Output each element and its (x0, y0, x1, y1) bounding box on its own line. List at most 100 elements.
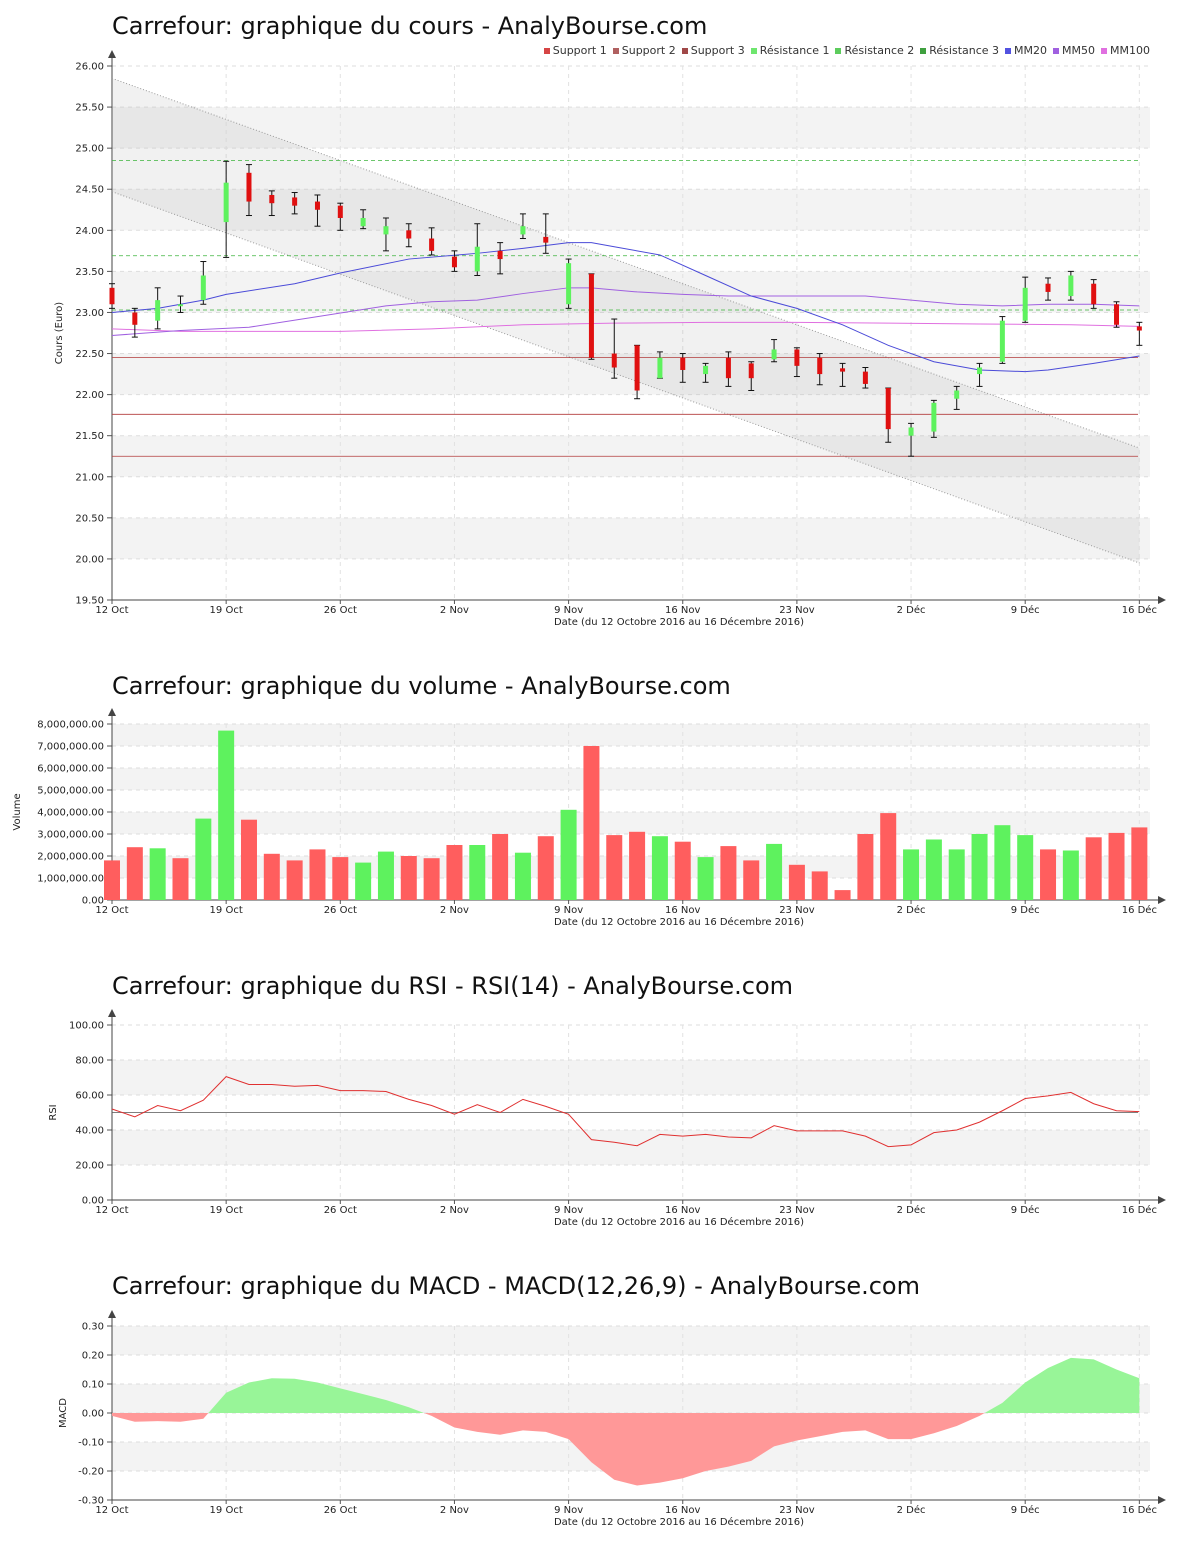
y-tick-label: 21.00 (75, 472, 104, 483)
y-tick-label: -0.30 (78, 1496, 104, 1507)
x-tick-label: 9 Déc (1011, 904, 1040, 916)
legend-swatch (543, 47, 550, 54)
legend-swatch (1005, 47, 1012, 54)
y-axis-title: MACD (58, 1398, 69, 1428)
channel-lower-line (111, 191, 1140, 564)
candle-body (725, 357, 731, 379)
volume-bar (1131, 827, 1148, 900)
candle-body (680, 357, 686, 370)
x-tick-label: 16 Déc (1122, 1204, 1157, 1216)
volume-bar (1108, 832, 1125, 900)
x-tick-label: 9 Déc (1011, 1204, 1040, 1216)
candle-body (634, 345, 640, 391)
plot-band (112, 812, 1150, 834)
candle-body (246, 172, 252, 202)
volume-bar (1017, 835, 1034, 900)
plot-band (112, 1130, 1150, 1165)
x-tick-label: 9 Nov (554, 1505, 583, 1516)
legend-entry: MM100 (1101, 44, 1150, 57)
x-tick-label: 26 Oct (324, 905, 357, 916)
legend-label: Résistance 2 (844, 44, 915, 57)
y-tick-label: 23.50 (75, 267, 104, 278)
macd-negative-area (112, 1413, 209, 1422)
plot-band (112, 271, 1150, 313)
y-tick-label: 1,000,000.00 (37, 874, 104, 885)
trend-channel (112, 78, 1140, 564)
candle-body (314, 201, 320, 210)
legend-swatch (835, 47, 842, 54)
legend-label: Support 2 (621, 44, 676, 57)
x-tick-label: 26 Oct (324, 1205, 357, 1216)
y-tick-label: 0.00 (82, 1196, 104, 1207)
volume-bar (514, 852, 531, 900)
candle-body (611, 353, 617, 368)
candle-body (703, 365, 709, 375)
volume-chart: 0.00 1,000,000.00 2,000,000.00 3,000,000.00… (12, 708, 1166, 928)
y-tick-label: 24.50 (75, 185, 104, 196)
y-tick-label: 25.00 (75, 144, 104, 155)
candle-body (292, 197, 298, 206)
volume-bar (126, 847, 143, 900)
y-tick-label: 60.00 (75, 1091, 104, 1102)
candle-body (200, 275, 206, 301)
x-axis-title: Date (du 12 Octobre 2016 au 16 Décembre … (554, 1216, 804, 1228)
y-tick-label: 24.00 (75, 226, 104, 237)
x-axis-title: Date (du 12 Octobre 2016 au 16 Décembre … (554, 916, 804, 928)
legend-entry: Résistance 3 (920, 44, 999, 57)
y-axis-title: Cours (Euro) (54, 302, 65, 365)
candle-body (429, 238, 435, 251)
volume-chart-title: Carrefour: graphique du volume - AnalyBo… (112, 672, 731, 700)
volume-bar (720, 846, 737, 900)
legend-swatch (681, 47, 688, 54)
volume-bar (492, 834, 509, 900)
mm20-line (111, 242, 1140, 373)
y-tick-label: 6,000,000.00 (37, 764, 104, 775)
x-tick-label: 16 Nov (665, 905, 701, 916)
x-tick-label: 2 Déc (897, 904, 926, 916)
x-tick-label: 16 Déc (1122, 904, 1157, 916)
volume-bar (195, 818, 212, 900)
volume-bar (674, 841, 691, 900)
volume-bar (606, 835, 623, 900)
y-tick-label: 40.00 (75, 1126, 104, 1137)
legend-swatch (1101, 47, 1108, 54)
legend-entry: MM50 (1053, 44, 1095, 57)
plot-band (112, 517, 1150, 559)
candle-body (657, 357, 663, 379)
candle-body (223, 182, 229, 223)
price-chart-title: Carrefour: graphique du cours - AnalyBou… (112, 12, 708, 40)
volume-bar (903, 849, 920, 900)
plot-band (112, 107, 1150, 149)
plot-band (112, 1060, 1150, 1095)
volume-bar (332, 857, 349, 900)
x-tick-label: 12 Oct (95, 1205, 128, 1216)
price-chart: 19.50 20.00 20.50 21.00 21.50 22.00 22.50 23.00… (54, 50, 1166, 628)
volume-bar (1040, 849, 1057, 900)
volume-bar (560, 809, 577, 900)
candle-body (360, 217, 366, 227)
y-tick-label: 0.00 (82, 896, 104, 907)
y-tick-label: 80.00 (75, 1056, 104, 1067)
candle-body (840, 368, 846, 372)
x-tick-label: 9 Déc (1011, 1504, 1040, 1516)
x-tick-label: 23 Nov (779, 1505, 815, 1516)
legend-swatch (920, 47, 927, 54)
rsi-line (111, 1076, 1140, 1148)
y-axis-arrow (108, 50, 116, 58)
y-axis-title: RSI (48, 1104, 59, 1120)
price-chart-panel: Carrefour: graphique du cours - AnalyBou… (0, 0, 1200, 640)
candle-body (885, 388, 891, 430)
candle-body (406, 230, 412, 239)
volume-bar (309, 849, 326, 900)
y-tick-label: 20.00 (75, 554, 104, 565)
x-tick-label: 12 Oct (95, 605, 128, 616)
y-tick-label: -0.10 (78, 1438, 104, 1449)
volume-bar (1062, 850, 1079, 900)
candle-body (771, 349, 777, 360)
x-tick-label: 19 Oct (210, 905, 243, 916)
y-tick-label: 22.00 (75, 390, 104, 401)
x-tick-label: 16 Nov (665, 1205, 701, 1216)
y-tick-label: 23.00 (75, 308, 104, 319)
x-tick-label: 9 Nov (554, 1205, 583, 1216)
macd-positive-area (208, 1378, 425, 1413)
